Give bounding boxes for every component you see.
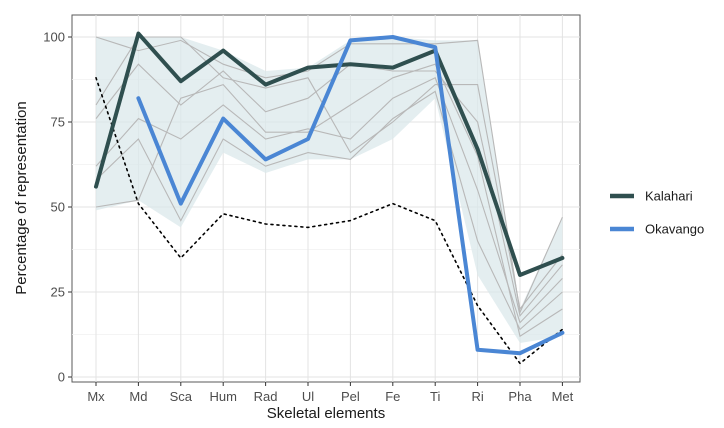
background-line-4 (95, 77, 563, 324)
background-line-6 (95, 63, 563, 338)
x-tick-label: Ti (430, 389, 440, 404)
series-line-okavango (136, 35, 565, 356)
y-tick-label: 100 (43, 30, 65, 45)
reference-line (95, 77, 564, 365)
legend-label-kalahari: Kalahari (645, 189, 693, 204)
legend-label-okavango: Okavango (645, 222, 704, 237)
background-line-2 (95, 36, 563, 311)
x-tick-label: Pel (341, 389, 360, 404)
y-axis-ticks: 0 25 50 75 100 (43, 30, 72, 385)
y-axis-title: Percentage of representation (13, 101, 30, 294)
background-lines (95, 36, 563, 338)
background-line-1 (95, 36, 563, 315)
x-tick-label: Ri (471, 389, 483, 404)
y-tick-label: 50 (51, 200, 65, 215)
x-axis-ticks: Mx Md Sca Hum Rad Ul Pel Fe Ti Ri Pha Met (87, 382, 574, 404)
x-tick-label: Hum (209, 389, 236, 404)
x-tick-label: Ul (302, 389, 314, 404)
x-tick-label: Met (552, 389, 574, 404)
x-tick-label: Md (129, 389, 147, 404)
y-tick-label: 75 (51, 115, 65, 130)
legend: Kalahari Okavango (610, 189, 704, 237)
reference-line-layer (95, 77, 564, 365)
background-line-5 (95, 90, 563, 331)
series-line-kalahari (94, 31, 565, 277)
x-axis-title: Skeletal elements (267, 405, 385, 422)
background-line-3 (95, 63, 563, 318)
y-tick-label: 0 (58, 370, 65, 385)
x-tick-label: Pha (508, 389, 532, 404)
x-tick-label: Rad (254, 389, 278, 404)
x-tick-label: Sca (170, 389, 193, 404)
series-layer (94, 31, 565, 356)
x-tick-label: Fe (385, 389, 400, 404)
y-tick-label: 25 (51, 285, 65, 300)
x-tick-label: Mx (87, 389, 105, 404)
